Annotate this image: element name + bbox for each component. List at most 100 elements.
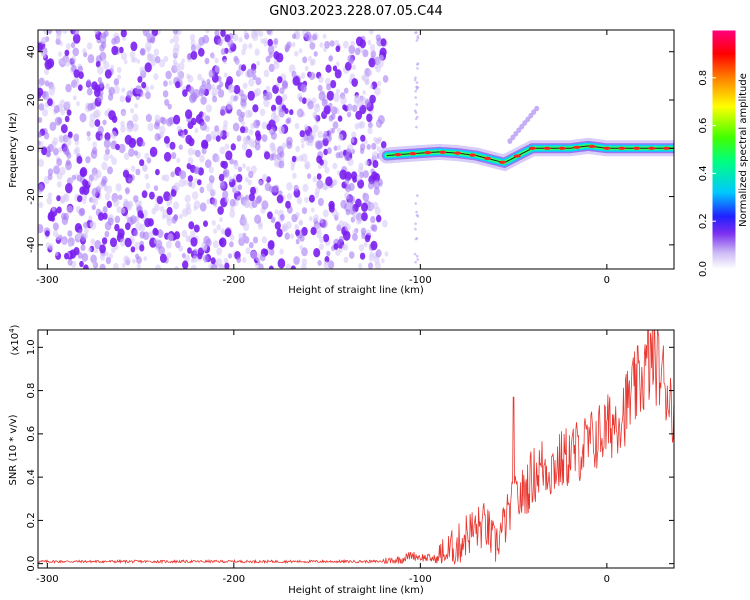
noise-speckle — [323, 233, 330, 243]
noise-speckle — [175, 81, 181, 89]
noise-speckle — [377, 80, 382, 87]
noise-speckle — [268, 185, 274, 193]
noise-speckle — [302, 183, 309, 192]
noise-speckle — [217, 89, 225, 98]
noise-speckle — [161, 214, 166, 220]
noise-speckle — [105, 256, 112, 265]
noise-speckle — [317, 130, 323, 139]
y-tick-label: -40 — [26, 237, 37, 253]
noise-speckle — [94, 109, 101, 118]
noise-speckle — [113, 262, 119, 269]
colorbar: 0.0 0.2 0.4 0.6 0.8 Normalized spectral ampl… — [698, 29, 749, 277]
noise-speckle — [226, 76, 234, 86]
noise-speckle — [88, 179, 93, 186]
noise-speckle — [118, 143, 126, 154]
noise-speckle — [41, 147, 48, 156]
noise-speckle — [105, 148, 110, 155]
noise-speckle — [261, 236, 268, 244]
noise-speckle — [238, 37, 243, 43]
noise-speckle — [87, 54, 95, 64]
noise-speckle — [99, 244, 106, 254]
noise-speckle — [372, 160, 379, 168]
noise-speckle — [351, 131, 357, 138]
noise-speckle — [329, 40, 335, 47]
noise-speckle — [119, 238, 126, 247]
noise-speckle — [217, 38, 223, 46]
track-peak — [648, 146, 656, 150]
noise-speckle — [362, 49, 369, 58]
noise-speckle — [243, 30, 248, 36]
noise-speckle — [43, 132, 50, 140]
noise-speckle — [91, 196, 97, 204]
noise-speckle — [414, 202, 418, 205]
noise-speckle — [49, 121, 57, 131]
noise-speckle — [507, 138, 513, 144]
noise-speckle — [354, 47, 361, 56]
noise-speckle — [212, 135, 217, 141]
noise-speckle — [261, 200, 269, 210]
noise-speckle — [111, 45, 119, 56]
noise-speckle — [367, 69, 373, 76]
noise-speckle — [288, 64, 296, 73]
noise-speckle — [141, 190, 148, 199]
noise-speckle — [101, 237, 108, 245]
noise-speckle — [307, 55, 313, 62]
noise-speckle — [118, 194, 123, 201]
noise-speckle — [248, 78, 255, 87]
noise-speckle — [198, 88, 205, 97]
noise-speckle — [322, 33, 327, 39]
noise-speckle — [268, 52, 273, 59]
noise-speckle — [205, 159, 212, 169]
noise-speckle — [332, 180, 337, 186]
noise-speckle — [129, 51, 136, 59]
noise-speckle — [278, 160, 285, 169]
noise-speckle — [108, 110, 116, 121]
noise-speckle — [267, 38, 274, 47]
noise-speckle — [316, 173, 322, 180]
noise-speckle — [108, 86, 115, 96]
noise-speckle — [110, 130, 117, 139]
snr-x-label: Height of straight line (km) — [288, 585, 424, 596]
noise-speckle — [223, 72, 228, 78]
noise-speckle — [77, 195, 83, 203]
noise-speckle — [202, 140, 209, 150]
noise-speckle — [316, 179, 324, 190]
noise-speckle — [284, 43, 291, 52]
noise-speckle — [86, 79, 92, 87]
colorbar-tick-label: 0.4 — [698, 165, 709, 181]
noise-speckle — [94, 119, 101, 127]
noise-speckle — [265, 56, 271, 63]
noise-speckle — [273, 160, 279, 167]
noise-speckle — [208, 69, 215, 79]
noise-speckle — [415, 210, 418, 214]
noise-speckle — [273, 184, 280, 193]
noise-speckle — [84, 227, 89, 234]
noise-speckle — [347, 54, 355, 64]
noise-speckle — [350, 137, 355, 143]
noise-speckle — [290, 164, 295, 171]
noise-speckle — [374, 261, 381, 269]
noise-speckle — [139, 231, 145, 239]
noise-speckle — [215, 135, 221, 142]
noise-speckle — [202, 245, 207, 252]
noise-speckle — [268, 265, 274, 269]
noise-speckle — [304, 160, 311, 169]
noise-speckle — [117, 228, 125, 239]
noise-speckle — [115, 143, 120, 151]
noise-speckle — [414, 260, 417, 264]
noise-speckle — [170, 188, 177, 197]
noise-speckle — [251, 200, 258, 209]
noise-speckle — [217, 84, 222, 91]
noise-speckle — [139, 159, 145, 167]
noise-speckle — [166, 143, 170, 149]
noise-speckle — [211, 54, 216, 60]
noise-speckle — [193, 248, 198, 255]
noise-speckle — [64, 115, 70, 123]
noise-speckle — [332, 162, 338, 170]
noise-speckle — [38, 131, 42, 138]
noise-speckle — [326, 90, 335, 101]
noise-speckle — [61, 216, 69, 225]
noise-speckle — [125, 222, 131, 231]
noise-speckle — [305, 140, 310, 146]
